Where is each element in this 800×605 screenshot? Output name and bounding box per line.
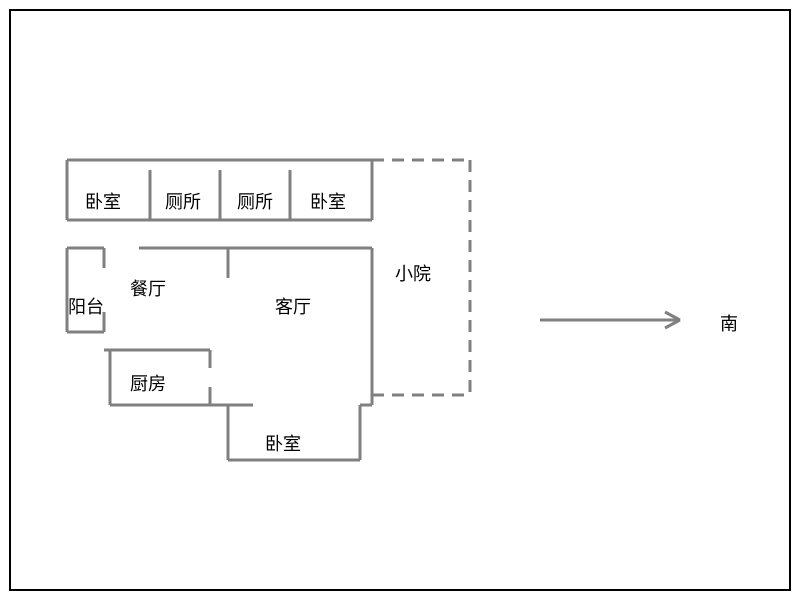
label-bedroom-ne: 卧室 <box>310 188 346 214</box>
label-toilet-1: 厕所 <box>165 188 201 214</box>
label-toilet-2: 厕所 <box>237 188 273 214</box>
label-living: 客厅 <box>275 293 311 319</box>
label-bedroom-nw: 卧室 <box>85 188 121 214</box>
label-kitchen: 厨房 <box>130 370 166 396</box>
label-dining: 餐厅 <box>130 275 166 301</box>
floor-plan-diagram <box>0 0 800 600</box>
label-balcony: 阳台 <box>68 293 104 319</box>
label-bedroom-s: 卧室 <box>265 430 301 456</box>
compass-direction: 南 <box>720 310 738 336</box>
label-courtyard: 小院 <box>395 260 431 286</box>
